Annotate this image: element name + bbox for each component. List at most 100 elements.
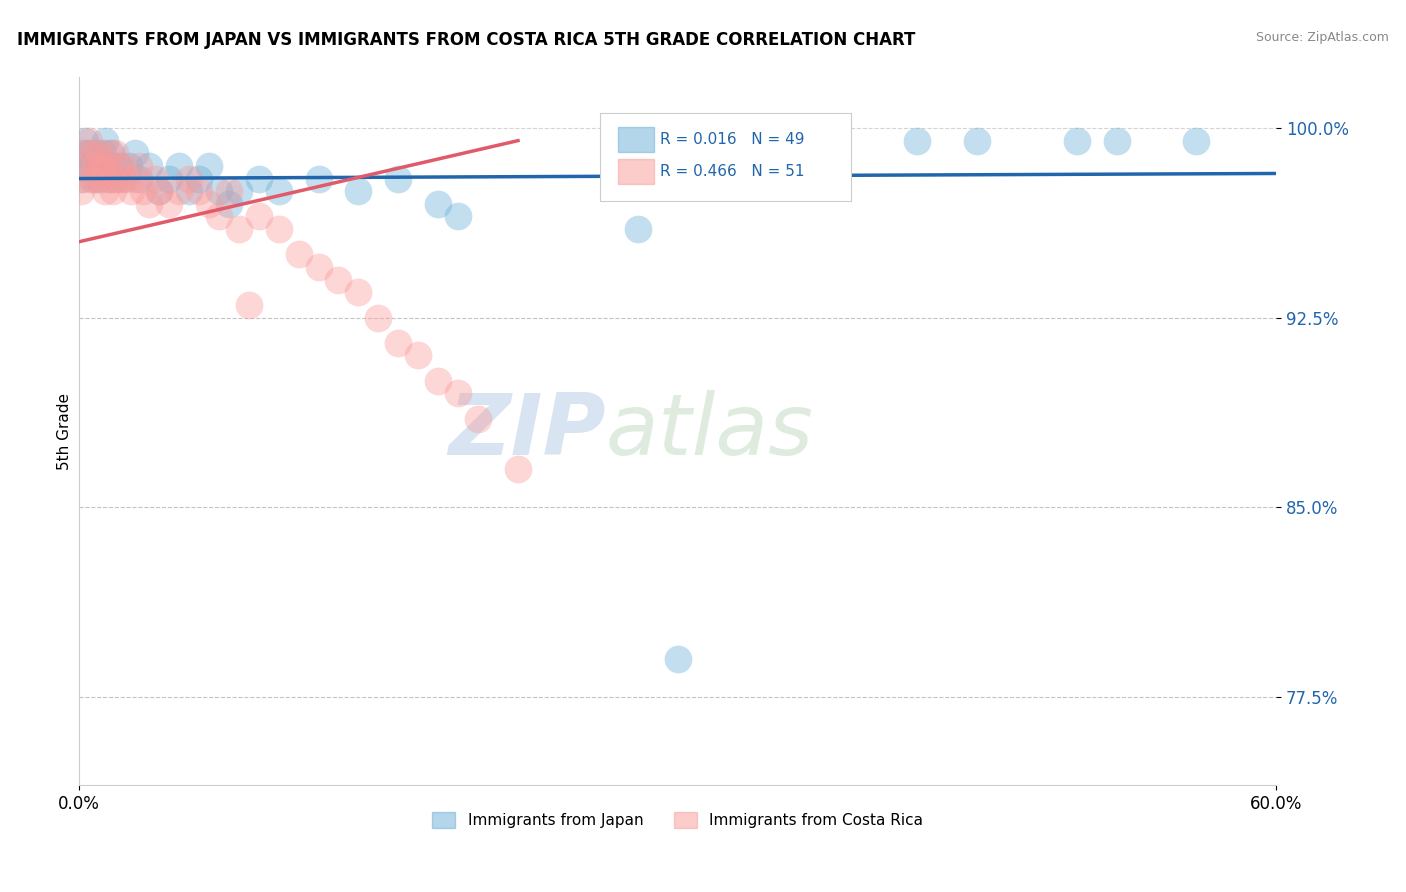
- Text: Source: ZipAtlas.com: Source: ZipAtlas.com: [1256, 31, 1389, 45]
- Point: [84, 159, 107, 173]
- Point: [406, 348, 429, 362]
- Point: [111, 159, 134, 173]
- Point: [177, 171, 200, 186]
- Point: [76, 146, 98, 161]
- Point: [218, 184, 240, 198]
- Point: [87, 171, 110, 186]
- Point: [187, 184, 209, 198]
- Point: [96, 159, 118, 173]
- Point: [1066, 134, 1088, 148]
- Point: [91, 146, 114, 161]
- Point: [825, 134, 848, 148]
- Point: [287, 247, 309, 261]
- Point: [124, 171, 146, 186]
- Point: [118, 159, 141, 173]
- Point: [98, 146, 121, 161]
- Y-axis label: 5th Grade: 5th Grade: [58, 392, 72, 470]
- Point: [101, 159, 124, 173]
- Point: [98, 171, 121, 186]
- Text: IMMIGRANTS FROM JAPAN VS IMMIGRANTS FROM COSTA RICA 5TH GRADE CORRELATION CHART: IMMIGRANTS FROM JAPAN VS IMMIGRANTS FROM…: [17, 31, 915, 49]
- Point: [1185, 134, 1208, 148]
- Point: [94, 184, 117, 198]
- Point: [177, 184, 200, 198]
- Point: [82, 146, 104, 161]
- Point: [247, 210, 270, 224]
- Point: [90, 159, 112, 173]
- Point: [198, 196, 221, 211]
- Point: [80, 159, 103, 173]
- Point: [148, 184, 170, 198]
- Point: [1105, 134, 1128, 148]
- Point: [328, 272, 350, 286]
- Point: [247, 171, 270, 186]
- Point: [96, 159, 118, 173]
- Point: [308, 260, 330, 274]
- Point: [90, 159, 112, 173]
- Point: [120, 184, 142, 198]
- Point: [138, 159, 160, 173]
- Point: [91, 171, 114, 186]
- Point: [167, 159, 190, 173]
- Point: [108, 171, 131, 186]
- Point: [267, 222, 290, 236]
- Point: [427, 374, 450, 388]
- Bar: [617, 159, 654, 184]
- Point: [108, 159, 131, 173]
- Point: [228, 184, 250, 198]
- Text: atlas: atlas: [606, 390, 814, 473]
- Point: [238, 298, 260, 312]
- Point: [198, 159, 221, 173]
- Point: [105, 159, 128, 173]
- Point: [467, 411, 489, 425]
- Point: [148, 184, 170, 198]
- Legend: Immigrants from Japan, Immigrants from Costa Rica: Immigrants from Japan, Immigrants from C…: [426, 805, 929, 834]
- Point: [447, 210, 470, 224]
- Point: [387, 335, 409, 350]
- Point: [72, 146, 94, 161]
- Point: [128, 171, 150, 186]
- Point: [94, 134, 117, 148]
- Point: [75, 159, 97, 173]
- Point: [124, 146, 146, 161]
- Point: [367, 310, 389, 325]
- Point: [218, 196, 240, 211]
- Bar: [617, 127, 654, 152]
- Point: [76, 159, 98, 173]
- Point: [347, 184, 370, 198]
- Point: [627, 222, 650, 236]
- Point: [506, 462, 529, 476]
- Point: [80, 171, 103, 186]
- Point: [82, 171, 104, 186]
- Point: [167, 184, 190, 198]
- Point: [100, 146, 122, 161]
- Text: R = 0.016   N = 49: R = 0.016 N = 49: [659, 132, 804, 147]
- FancyBboxPatch shape: [600, 112, 851, 202]
- Point: [387, 171, 409, 186]
- Point: [208, 184, 231, 198]
- Point: [70, 184, 93, 198]
- Point: [447, 386, 470, 401]
- Point: [228, 222, 250, 236]
- Point: [187, 171, 209, 186]
- Point: [157, 171, 180, 186]
- Point: [132, 184, 155, 198]
- Point: [84, 146, 107, 161]
- Point: [128, 159, 150, 173]
- Point: [138, 196, 160, 211]
- Point: [77, 134, 100, 148]
- Point: [347, 285, 370, 300]
- Point: [86, 159, 108, 173]
- Point: [143, 171, 166, 186]
- Point: [101, 184, 124, 198]
- Point: [77, 146, 100, 161]
- Point: [666, 651, 689, 665]
- Point: [111, 171, 134, 186]
- Text: ZIP: ZIP: [449, 390, 606, 473]
- Point: [72, 171, 94, 186]
- Text: R = 0.466   N = 51: R = 0.466 N = 51: [659, 164, 804, 179]
- Point: [70, 171, 93, 186]
- Point: [208, 210, 231, 224]
- Point: [86, 171, 108, 186]
- Point: [100, 171, 122, 186]
- Point: [87, 146, 110, 161]
